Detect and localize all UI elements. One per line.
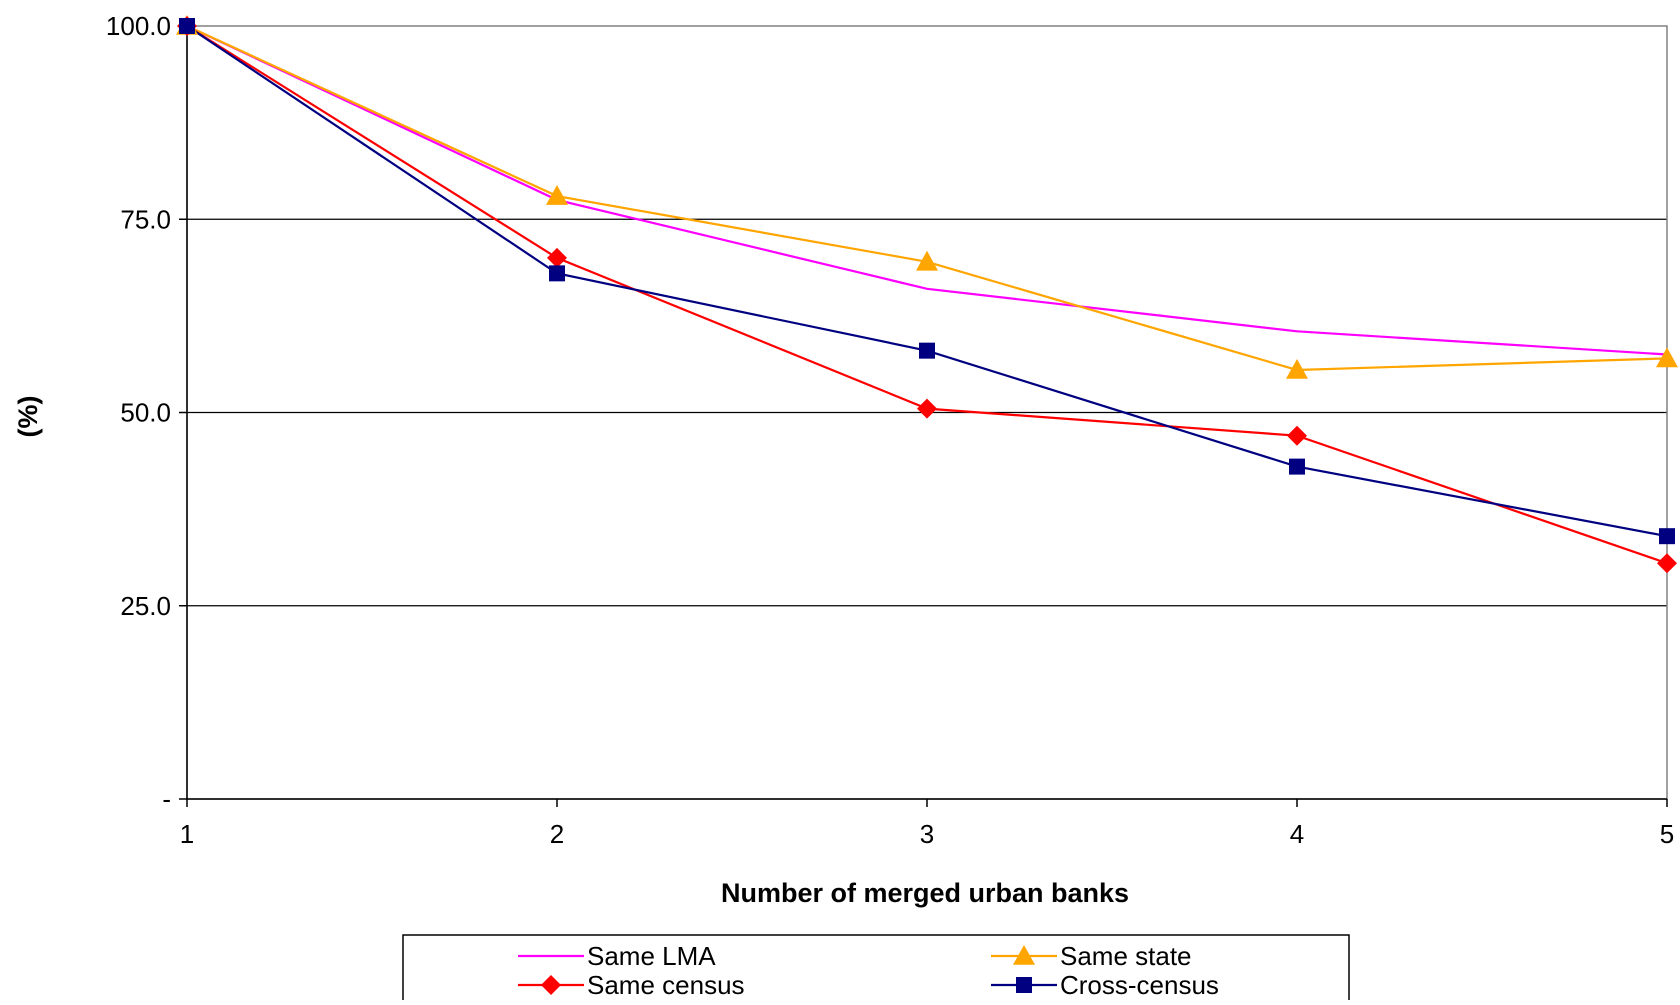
legend-swatch-marker xyxy=(1013,945,1035,965)
legend-label: Same census xyxy=(587,970,745,1000)
x-tick-label: 3 xyxy=(920,819,934,849)
x-tick-label: 4 xyxy=(1290,819,1304,849)
legend-swatch-marker xyxy=(541,975,561,995)
y-tick-labels: - 25.0 50.0 75.0 100.0 xyxy=(106,11,171,814)
x-tick-label: 5 xyxy=(1660,819,1674,849)
data-point-1-3 xyxy=(1286,358,1308,379)
legend-item: Same state xyxy=(991,941,1192,971)
data-point-3-0 xyxy=(179,18,195,34)
data-point-1-4 xyxy=(1656,347,1678,368)
legend-item: Cross-census xyxy=(991,970,1219,1000)
legend-label: Same LMA xyxy=(587,941,716,971)
legend-box xyxy=(402,934,1350,1005)
data-point-3-3 xyxy=(1289,458,1305,475)
y-tick-label: 50.0 xyxy=(120,398,171,428)
legend-label: Same state xyxy=(1060,941,1192,971)
legend-item: Same census xyxy=(518,970,745,1000)
axes xyxy=(179,25,1668,807)
legend-label: Cross-census xyxy=(1060,970,1219,1000)
legend-swatch-marker xyxy=(1016,977,1032,993)
data-point-2-2 xyxy=(917,398,937,419)
y-tick-label: 100.0 xyxy=(106,11,171,41)
data-point-3-4 xyxy=(1659,528,1675,545)
x-tick-label: 1 xyxy=(180,819,194,849)
data-point-3-1 xyxy=(549,265,565,282)
series-line-1 xyxy=(186,25,1668,372)
data-point-1-1 xyxy=(546,185,568,205)
y-tick-label: 25.0 xyxy=(120,591,171,621)
legend-items: Same LMA Same state Same census Cross-censu… xyxy=(518,941,1219,1000)
series-lines xyxy=(186,25,1668,565)
data-point-1-2 xyxy=(916,250,938,271)
series-markers xyxy=(176,15,1678,574)
x-axis-title: Number of merged urban banks xyxy=(721,878,1129,908)
series-line-2 xyxy=(186,25,1668,565)
y-tick-label: - xyxy=(162,784,171,814)
series-line-0 xyxy=(186,25,1668,356)
legend-item: Same LMA xyxy=(518,941,716,971)
x-tick-labels: 1 2 3 4 5 xyxy=(180,819,1674,849)
data-point-2-1 xyxy=(547,247,567,268)
x-tick-label: 2 xyxy=(550,819,564,849)
data-point-2-3 xyxy=(1287,425,1307,446)
data-point-2-4 xyxy=(1657,553,1677,574)
data-point-3-2 xyxy=(919,342,935,359)
legend: Same LMA Same state Same census Cross-censu… xyxy=(402,934,1350,1005)
y-axis-title: (%) xyxy=(13,396,43,438)
y-tick-label: 75.0 xyxy=(120,204,171,234)
series-line-3 xyxy=(186,25,1668,538)
